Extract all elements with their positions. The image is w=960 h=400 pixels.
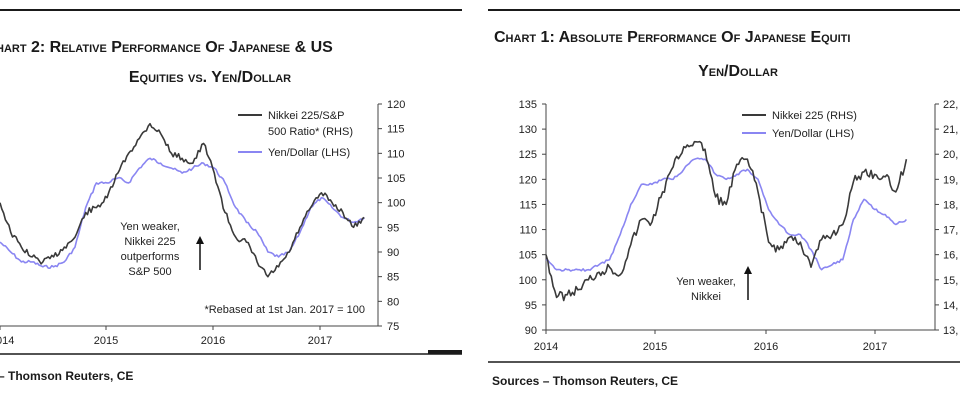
chart1-right-tick-label: 16,	[943, 250, 958, 262]
chart2-legend-nikkei-line1: Nikkei 225/S&P	[268, 110, 344, 122]
chart1-legend-yen-label: Yen/Dollar (LHS)	[772, 128, 854, 140]
chart1-x-tick-label: 2016	[754, 341, 778, 353]
chart1-x-tick-label: 2014	[534, 341, 558, 353]
chart2-annotation-line: S&P 500	[128, 266, 171, 278]
chart1-left-tick-label: 120	[519, 174, 537, 186]
chart1-x-tick-label: 2015	[643, 341, 667, 353]
chart2-right-tick-label: 90	[387, 247, 399, 259]
chart2-right-tick-label: 80	[387, 296, 399, 308]
chart1-left-tick-label: 115	[519, 199, 537, 211]
chart1-right-tick-label: 22,	[943, 99, 958, 111]
chart1-left-tick-label: 105	[519, 250, 537, 262]
chart1-left-tick-label: 130	[519, 124, 537, 136]
chart2-x-tick-label: 2017	[308, 335, 332, 347]
chart1-right-tick-label: 13,	[943, 325, 958, 337]
chart1-annotation-line2: Nikkei	[691, 291, 721, 303]
chart2-legend-nikkei-line2: 500 Ratio* (RHS)	[268, 126, 353, 138]
chart2-right-tick-label: 115	[387, 124, 405, 136]
chart2-x-tick-label: 2016	[201, 335, 225, 347]
chart1-yen-line	[545, 157, 907, 272]
chart2-annotation-line: Nikkei 225	[124, 236, 175, 248]
chart2-right-tick-label: 85	[387, 272, 399, 284]
chart1-right-tick-label: 20,	[943, 149, 958, 161]
chart2-x-tick-label: 2015	[94, 335, 118, 347]
chart1-title-line1: Chart 1: Absolute Performance Of Japanes…	[494, 29, 850, 46]
chart1-right-tick-label: 17,	[943, 225, 958, 237]
chart1-legend-nikkei-label: Nikkei 225 (RHS)	[772, 110, 857, 122]
chart2-source: – Thomson Reuters, CE	[0, 369, 133, 383]
chart2-right-tick-label: 95	[387, 222, 399, 234]
chart1-left-tick-label: 135	[519, 99, 537, 111]
chart2-title-line2: Equities vs. Yen/Dollar	[129, 69, 291, 86]
chart2-right-tick-label: 110	[387, 148, 405, 160]
chart1-right-tick-label: 14,	[943, 300, 958, 312]
chart2-title-line1: hart 2: Relative Performance Of Japanese…	[0, 39, 333, 56]
chart2-footnote: *Rebased at 1st Jan. 2017 = 100	[204, 304, 365, 316]
chart2-right-tick-label: 75	[387, 321, 399, 333]
chart2-yen-line	[0, 157, 365, 269]
chart1-left-tick-label: 90	[525, 325, 537, 337]
chart1-nikkei-line	[545, 140, 908, 302]
chart1-left-tick-label: 100	[519, 275, 537, 287]
chart1-left-tick-label: 125	[519, 149, 537, 161]
chart1-x-tick-label: 2017	[863, 341, 887, 353]
chart2-annotation-line: Yen weaker,	[120, 221, 180, 233]
chart1-source: Sources – Thomson Reuters, CE	[492, 374, 678, 388]
chart1-left-tick-label: 95	[525, 300, 537, 312]
chart2-right-tick-label: 105	[387, 173, 405, 185]
chart2-annotation-arrowhead	[196, 236, 204, 244]
chart1-right-tick-label: 19,	[943, 174, 958, 186]
chart2-annotation-line: outperforms	[121, 251, 180, 263]
chart1-annotation-line1: Yen weaker,	[676, 276, 736, 288]
chart1-title-line2: Yen/Dollar	[698, 63, 778, 80]
chart1-right-tick-label: 21,	[943, 124, 958, 136]
chart2-nikkei-line	[0, 122, 365, 278]
chart1-right-tick-label: 15,	[943, 275, 958, 287]
chart1-right-tick-label: 18,	[943, 199, 958, 211]
chart2-right-tick-label: 100	[387, 198, 405, 210]
chart1-left-tick-label: 110	[519, 225, 537, 237]
chart2-x-tick-label: 014	[0, 335, 14, 347]
chart1-annotation-arrowhead	[744, 266, 752, 274]
chart2-legend-yen-label: Yen/Dollar (LHS)	[268, 147, 350, 159]
chart2-right-tick-label: 120	[387, 99, 405, 111]
